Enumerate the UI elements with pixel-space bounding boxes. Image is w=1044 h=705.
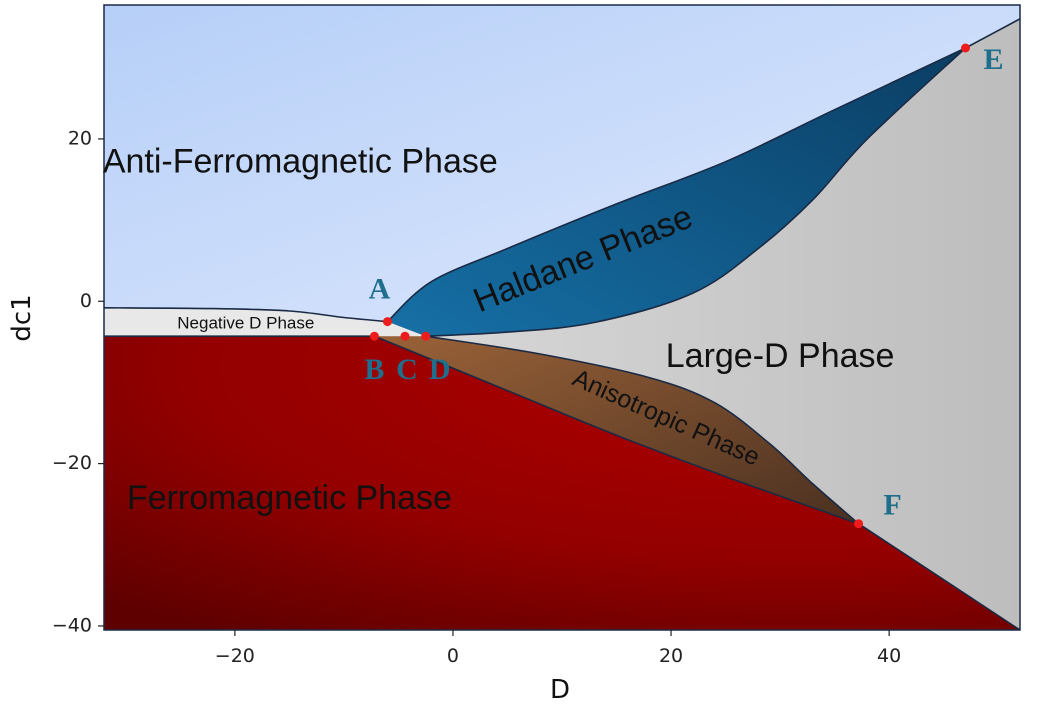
negative-d-region: [104, 307, 426, 337]
y-tick-label: −40: [52, 614, 92, 636]
region-label: Large-D Phase: [666, 337, 895, 375]
ferromagnetic-region: [104, 336, 1020, 630]
point-label-e: E: [983, 43, 1003, 76]
haldane-lower-boundary: [425, 47, 967, 337]
anisotropic-lower-boundary: [374, 335, 859, 525]
y-tick-label: 0: [80, 290, 92, 312]
ferro-large-d-boundary: [858, 523, 1020, 630]
y-tick-label: −20: [52, 452, 92, 474]
anti-ferromagnetic-region: [104, 5, 1020, 322]
region-label: Ferromagnetic Phase: [127, 479, 452, 517]
point-label-f: F: [883, 489, 901, 522]
afm-negd-boundary: [104, 307, 388, 323]
anisotropic-region: [374, 336, 859, 524]
point-a-marker: [383, 317, 392, 327]
x-tick-label: −20: [215, 645, 255, 667]
x-axis-ticks: −20 0 20 40: [215, 630, 901, 667]
point-label-a: A: [369, 272, 391, 305]
y-tick-label: 20: [68, 127, 92, 149]
region-label: Anti-Ferromagnetic Phase: [103, 142, 498, 180]
phase-boundaries: [104, 18, 1020, 630]
y-axis-ticks: 20 0 −20 −40: [52, 127, 104, 636]
phase-regions: [104, 5, 1020, 630]
point-c-marker: [400, 331, 410, 341]
haldane-upper-boundary: [386, 47, 966, 323]
x-axis-label: D: [550, 675, 570, 705]
point-label-c: C: [396, 353, 418, 386]
point-e-marker: [961, 43, 970, 53]
x-tick-label: 40: [877, 645, 901, 667]
x-tick-label: 20: [659, 645, 683, 667]
special-points: A B C D E F: [364, 43, 1004, 529]
anisotropic-upper-boundary: [425, 335, 860, 525]
x-tick-label: 0: [447, 645, 459, 667]
point-b-marker: [369, 331, 379, 341]
region-label: Negative D Phase: [177, 313, 314, 332]
point-label-d: D: [429, 353, 451, 386]
point-d-marker: [421, 331, 431, 341]
haldane-region: [387, 48, 966, 337]
point-label-b: B: [364, 353, 384, 386]
plot-frame: [103, 4, 1021, 631]
y-axis-label: dc1: [7, 294, 37, 341]
point-f-marker: [854, 519, 864, 529]
